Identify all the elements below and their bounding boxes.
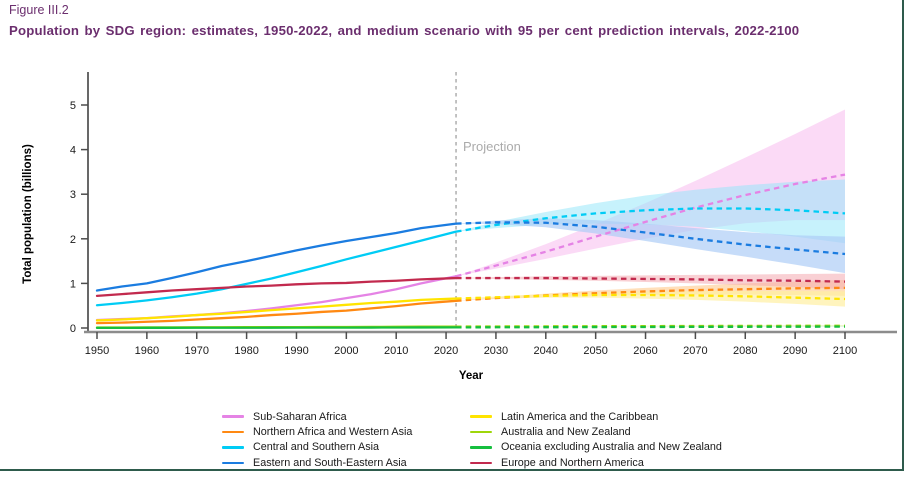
projection-line-eastern-and-south-eastern-asia [456,221,846,256]
legend-swatch-europe-and-northern-america [470,461,492,465]
figure-number-label: Figure III.2 [9,3,69,17]
legend-label: Sub-Saharan Africa [253,410,347,423]
figure-title: Population by SDG region: estimates, 195… [9,23,800,38]
figure-header: Figure III.2 Population by SDG region: e… [9,3,885,40]
y-tick-label: 2 [70,234,76,246]
projection-line-sub-saharan-africa [455,173,846,278]
history-line-eastern-and-south-eastern-asia [95,222,458,292]
legend-swatch-oceania-excluding-australia-and-new-zealand [470,446,492,449]
legend-item-eastern-and-south-eastern-asia: Eastern and South-Eastern Asia [222,455,470,470]
interval-band-latin-america-and-the-caribbean [456,290,845,307]
legend-label: Europe and Northern America [501,456,644,469]
x-tick-label: 2010 [384,345,408,357]
legend-column-1: Sub-Saharan Africa Northern Africa and We… [222,409,470,471]
x-tick-label: 2050 [583,345,607,357]
y-tick-label: 0 [70,323,76,335]
y-tick-label: 4 [70,145,76,157]
x-tick-label: 2090 [783,345,807,357]
legend-item-northern-africa-and-western-asia: Northern Africa and Western Asia [222,424,470,439]
legend-item-central-and-southern-asia: Central and Southern Asia [222,440,470,455]
legend-label: Eastern and South-Eastern Asia [253,456,407,469]
chart-legend: Sub-Saharan Africa Northern Africa and We… [222,409,722,471]
x-tick-label: 2070 [683,345,707,357]
projection-divider: Projection [455,72,521,332]
history-line-latin-america-and-the-caribbean [95,297,458,322]
legend-swatch-eastern-and-south-eastern-asia [222,461,244,465]
series-lines [95,173,846,330]
projection-line-oceania-excluding-australia-and-new-zealand [456,325,846,329]
x-tick-label: 2040 [534,345,558,357]
legend-item-latin-america-and-the-caribbean: Latin America and the Caribbean [470,409,722,424]
legend-item-sub-saharan-africa: Sub-Saharan Africa [222,409,470,424]
projection-line-latin-america-and-the-caribbean [456,293,846,301]
legend-label: Australia and New Zealand [501,426,631,439]
y-axis-title: Total population (billions) [22,144,34,284]
x-tick-label: 2000 [334,345,358,357]
x-tick-label: 2060 [633,345,657,357]
axes: 0 1 2 3 4 5 1950 1960 1970 1980 1990 2000 2010 2020 20… [70,72,897,357]
history-line-central-and-southern-asia [95,230,458,307]
y-tick-label: 5 [70,100,76,112]
projection-label: Projection [463,139,521,154]
legend-column-2: Latin America and the Caribbean Australia… [470,409,722,471]
x-tick-label: 2080 [733,345,757,357]
history-line-northern-africa-and-western-asia [95,299,458,325]
legend-item-europe-and-northern-america: Europe and Northern America [470,455,722,470]
legend-swatch-sub-saharan-africa [222,415,244,418]
legend-label: Northern Africa and Western Asia [253,426,413,439]
x-tick-label: 1980 [234,345,258,357]
legend-swatch-central-and-southern-asia [222,446,244,449]
history-line-europe-and-northern-america [95,276,458,298]
legend-item-oceania-excluding-australia-and-new-zealand: Oceania excluding Australia and New Zeal… [470,440,722,455]
projection-line-europe-and-northern-america [456,276,846,283]
x-tick-label: 1970 [184,345,208,357]
x-axis-title: Year [459,370,484,382]
x-tick-label: 1990 [284,345,308,357]
x-tick-label: 2100 [833,345,857,357]
legend-item-australia-and-new-zealand: Australia and New Zealand [470,424,722,439]
legend-label: Latin America and the Caribbean [501,410,659,423]
legend-swatch-australia-and-new-zealand [470,430,492,434]
y-tick-label: 3 [70,189,76,201]
legend-swatch-latin-america-and-the-caribbean [470,415,492,418]
x-tick-label: 2030 [484,345,508,357]
x-tick-label: 1950 [85,345,109,357]
projection-line-central-and-southern-asia [455,207,846,233]
legend-label: Oceania excluding Australia and New Zeal… [501,441,722,454]
projection-line-northern-africa-and-western-asia [455,286,846,302]
legend-swatch-northern-africa-and-western-asia [222,430,244,434]
y-tick-label: 1 [70,278,76,290]
x-tick-label: 2020 [434,345,458,357]
x-tick-label: 1960 [135,345,159,357]
legend-label: Central and Southern Asia [253,441,380,454]
